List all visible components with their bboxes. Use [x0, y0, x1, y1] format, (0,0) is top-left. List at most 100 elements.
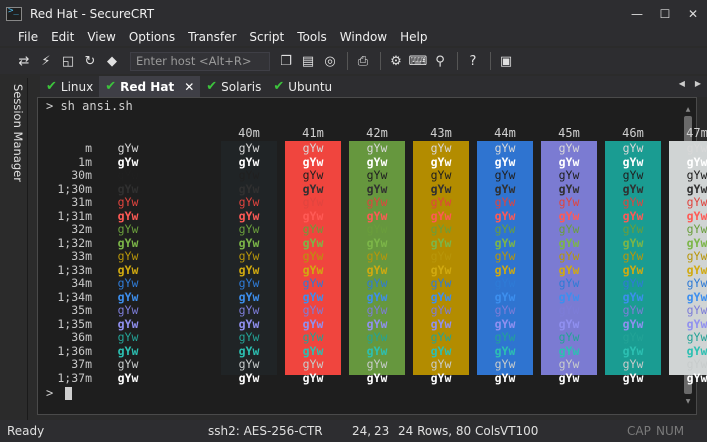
color-sample-cell: gYw — [238, 289, 260, 304]
status-ready: Ready — [7, 424, 45, 438]
tab-ubuntu[interactable]: ✔ Ubuntu — [267, 76, 338, 97]
bg-color-swatch — [477, 141, 533, 375]
color-sample-cell: gYw — [430, 208, 452, 223]
menu-file[interactable]: File — [18, 30, 39, 44]
scroll-down-icon[interactable]: ▼ — [685, 398, 691, 405]
key-icon[interactable]: ⚲ — [435, 53, 445, 69]
connect-icon[interactable]: ⇄ — [18, 53, 30, 69]
color-sample-cell: gYw — [238, 316, 260, 331]
shell-prompt: > — [46, 386, 54, 400]
color-sample-cell: gYw — [558, 289, 580, 304]
color-sample-cell: gYw — [622, 330, 644, 344]
color-sample-cell: gYw — [117, 195, 139, 209]
color-sample-cell: gYw — [238, 370, 260, 385]
reconnect-icon[interactable]: ↻ — [84, 53, 96, 69]
color-sample-cell: gYw — [686, 154, 707, 169]
menu-window[interactable]: Window — [339, 30, 388, 44]
color-sample-cell: gYw — [558, 235, 580, 250]
color-sample-cell: gYw — [302, 316, 324, 331]
color-sample-cell: gYw — [366, 154, 388, 169]
color-sample-cell: gYw — [238, 276, 260, 290]
status-caps-lock: CAP — [627, 424, 651, 438]
color-sample-cell: gYw — [430, 262, 452, 277]
tab-solaris[interactable]: ✔ Solaris — [200, 76, 267, 97]
tab-red-hat[interactable]: ✔ Red Hat ✕ — [99, 76, 201, 97]
menu-help[interactable]: Help — [400, 30, 428, 44]
status-bar: Ready ssh2: AES-256-CTR 24, 23 24 Rows, … — [0, 420, 707, 442]
fg-row-label: 32m — [71, 222, 92, 236]
paste-icon[interactable]: ▤ — [301, 53, 315, 69]
color-sample-cell: gYw — [302, 235, 324, 250]
color-sample-cell: gYw — [366, 303, 388, 317]
color-sample-cell: gYw — [366, 370, 388, 385]
menu-edit[interactable]: Edit — [51, 30, 75, 44]
close-icon[interactable]: ✕ — [687, 7, 699, 21]
color-sample-cell: gYw — [558, 276, 580, 290]
color-sample-cell: gYw — [302, 208, 324, 223]
color-sample-cell: gYw — [302, 222, 324, 236]
menu-view[interactable]: View — [87, 30, 116, 44]
tab-label: Linux — [60, 79, 94, 94]
color-sample-cell: gYw — [430, 222, 452, 236]
color-sample-cell: gYw — [117, 357, 139, 371]
menu-script[interactable]: Script — [249, 30, 285, 44]
toolbar-separator — [380, 52, 381, 70]
minimize-icon[interactable]: — — [631, 7, 643, 21]
color-sample-cell: gYw — [117, 303, 139, 317]
disconnect-icon[interactable]: ◆ — [107, 53, 117, 69]
color-sample-cell: gYw — [622, 141, 644, 155]
tab-close-icon[interactable]: ✕ — [184, 79, 195, 94]
tab-label: Ubuntu — [288, 79, 333, 94]
color-sample-cell: gYw — [494, 195, 516, 209]
color-sample-cell: gYw — [622, 168, 644, 182]
session-manager-rail[interactable]: Session Manager — [0, 78, 28, 420]
color-sample-cell: gYw — [622, 222, 644, 236]
color-sample-cell: gYw — [366, 208, 388, 223]
color-sample-cell: gYw — [366, 168, 388, 182]
connect-tab-icon[interactable]: ◱ — [61, 53, 75, 69]
color-sample-cell: gYw — [238, 154, 260, 169]
color-sample-cell: gYw — [238, 262, 260, 277]
keymap-icon[interactable]: ⌨ — [408, 53, 428, 69]
color-sample-cell: gYw — [430, 343, 452, 358]
tab-label: Red Hat — [120, 79, 175, 94]
scroll-up-icon[interactable]: ▲ — [685, 106, 691, 113]
copy-icon[interactable]: ❐ — [280, 53, 292, 69]
color-sample-cell: gYw — [117, 316, 139, 331]
fg-row-label: 37m — [71, 357, 92, 371]
color-sample-cell: gYw — [686, 195, 707, 209]
color-sample-cell: gYw — [430, 195, 452, 209]
color-sample-cell: gYw — [686, 330, 707, 344]
tab-label: Solaris — [221, 79, 262, 94]
color-sample-cell: gYw — [494, 330, 516, 344]
color-sample-cell: gYw — [558, 316, 580, 331]
settings-icon[interactable]: ⚙ — [390, 53, 402, 69]
color-sample-cell: gYw — [238, 357, 260, 371]
toolbar-separator — [457, 52, 458, 70]
tab-scroll-left-icon[interactable]: ◀ — [678, 79, 685, 88]
color-sample-cell: gYw — [430, 357, 452, 371]
menu-transfer[interactable]: Transfer — [188, 30, 237, 44]
color-sample-cell: gYw — [558, 181, 580, 196]
help-icon[interactable]: ? — [469, 53, 477, 69]
securecrt-app-icon — [6, 6, 22, 21]
terminal-view[interactable]: > sh ansi.sh > ▲ ▼ 40m 41m 42m 43m 44m 45m 46m… — [37, 97, 707, 415]
maximize-icon[interactable]: ☐ — [659, 7, 671, 21]
find-icon[interactable]: ◎ — [324, 53, 336, 69]
print-icon[interactable]: ⎙ — [357, 53, 369, 69]
fg-row-label: 31m — [71, 195, 92, 209]
fg-row-label: 1;34m — [57, 289, 92, 304]
menu-options[interactable]: Options — [128, 30, 176, 44]
sftp-icon[interactable]: ▣ — [499, 53, 513, 69]
tab-linux[interactable]: ✔ Linux — [40, 76, 99, 97]
host-input[interactable] — [130, 51, 270, 71]
tab-scroll-right-icon[interactable]: ▶ — [694, 79, 701, 88]
quick-connect-icon[interactable]: ⚡ — [41, 53, 51, 69]
status-emulation: VT100 — [500, 424, 539, 438]
color-sample-cell: gYw — [558, 357, 580, 371]
color-sample-cell: gYw — [117, 235, 139, 250]
fg-row-label: 1m — [78, 154, 92, 169]
menu-tools[interactable]: Tools — [297, 30, 327, 44]
bg-column-header: 45m — [558, 126, 580, 140]
color-sample-cell: gYw — [686, 249, 707, 263]
